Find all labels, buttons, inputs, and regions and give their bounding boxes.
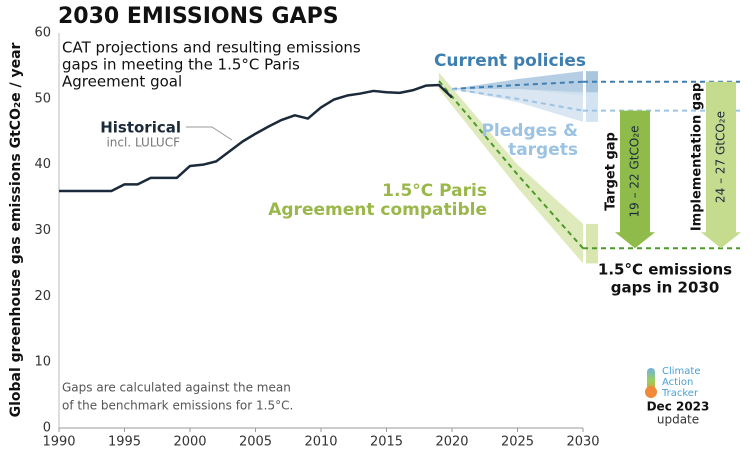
gap-title: 1.5°C emissions — [598, 261, 732, 279]
projection-line — [438, 80, 584, 249]
chart-subtitle: Agreement goal — [62, 73, 182, 91]
chart-subtitle: CAT projections and resulting emissions — [62, 39, 361, 57]
projection-range-bar — [586, 223, 598, 264]
chart-title: 2030 EMISSIONS GAPS — [58, 4, 339, 29]
x-tick-label: 1990 — [42, 435, 75, 450]
gap-title: gaps in 2030 — [611, 279, 720, 297]
legend-note: incl. LULUCF — [106, 136, 180, 150]
gap-range: 19 – 22 GtCO₂e — [628, 125, 642, 217]
historical-line — [59, 83, 453, 193]
logo-text: Tracker — [661, 388, 699, 399]
y-tick-label: 20 — [34, 289, 51, 304]
projection-band — [452, 88, 583, 122]
logo-text: Action — [662, 377, 693, 388]
logo-text: Climate — [662, 366, 700, 377]
gap-name: Target gap — [604, 132, 619, 211]
logo-icon-bulb — [645, 386, 657, 398]
y-tick-label: 60 — [34, 26, 51, 41]
gap-range: 24 – 27 GtCO₂e — [714, 111, 728, 203]
footnote: Gaps are calculated against the mean — [62, 381, 291, 395]
x-tick-label: 2030 — [566, 435, 599, 450]
gap-arrow — [701, 81, 741, 249]
date-note: update — [657, 413, 699, 427]
x-tick-label: 2005 — [239, 435, 272, 450]
y-tick-label: 30 — [34, 223, 51, 238]
y-axis-label: Global greenhouse gas emissions GtCO₂e /… — [8, 42, 24, 417]
projection-line — [451, 80, 584, 90]
x-tick-label: 1995 — [108, 435, 141, 450]
date: Dec 2023 — [647, 400, 710, 414]
projection-range-bar — [586, 71, 598, 96]
projection-label: 1.5°C Paris — [382, 181, 487, 201]
x-tick-label: 2025 — [501, 435, 534, 450]
projection-label: Current policies — [434, 51, 586, 71]
x-tick-label: 2010 — [304, 435, 337, 450]
footnote: of the benchmark emissions for 1.5°C. — [62, 399, 293, 413]
projection-band — [452, 71, 583, 96]
projection-label: targets — [508, 140, 578, 160]
logo — [645, 368, 657, 398]
x-tick-label: 2000 — [173, 435, 206, 450]
y-tick-label: 10 — [34, 355, 51, 370]
chart-subtitle: gaps in meeting the 1.5°C Paris — [62, 56, 300, 74]
projection-label: Agreement compatible — [268, 200, 487, 220]
y-tick-label: 0 — [43, 421, 51, 436]
gap-name: Implementation gap — [690, 83, 705, 231]
gap-arrow — [615, 110, 655, 249]
y-tick-label: 40 — [34, 157, 51, 172]
x-tick-label: 2015 — [370, 435, 403, 450]
y-tick-label: 50 — [34, 91, 51, 106]
projection-line — [451, 87, 584, 112]
projection-label: Pledges & — [481, 121, 578, 141]
projection-range-bar — [586, 92, 598, 122]
x-tick-label: 2020 — [435, 435, 468, 450]
leader-line — [186, 126, 233, 141]
legend-label: Historical — [100, 119, 181, 137]
